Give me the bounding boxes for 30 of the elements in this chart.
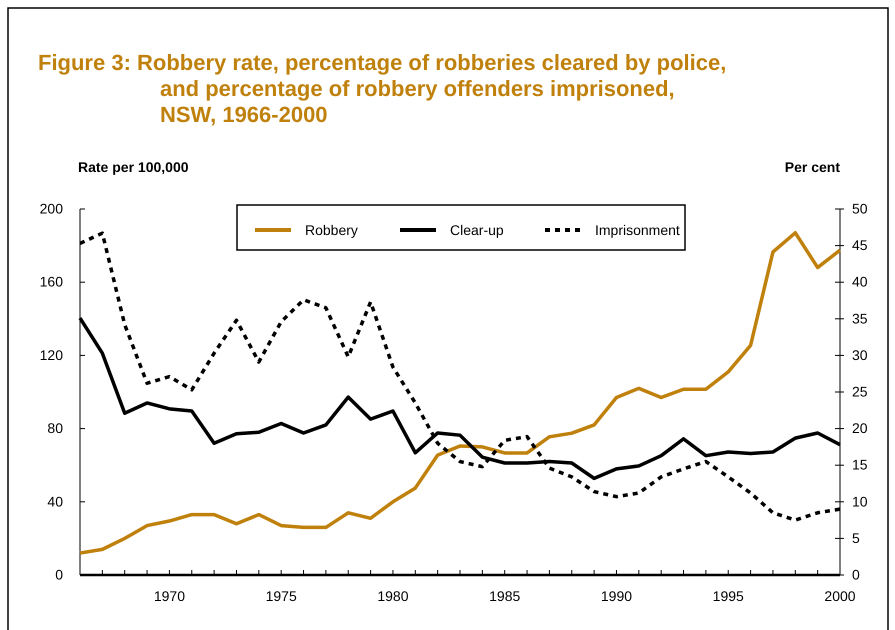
x-tick-label: 1990	[600, 588, 632, 604]
y2-tick-label: 20	[852, 420, 868, 436]
y2-tick-label: 35	[852, 310, 868, 326]
y2-tick-label: 40	[852, 274, 868, 290]
y-tick-label: 120	[40, 346, 64, 363]
y2-tick-label: 30	[852, 346, 868, 363]
legend-label: Clear-up	[450, 222, 504, 238]
y2-tick-label: 45	[852, 237, 868, 254]
legend-label: Robbery	[305, 222, 358, 238]
y-axis-title: Rate per 100,000	[78, 159, 189, 175]
y2-tick-label: 10	[852, 493, 868, 510]
y-tick-label: 200	[40, 200, 64, 216]
y-tick-label: 80	[47, 420, 64, 436]
y2-tick-label: 50	[852, 200, 868, 216]
y2-tick-label: 25	[852, 383, 868, 400]
x-tick-label: 1970	[154, 588, 186, 604]
chart-title: Figure 3: Robbery rate, percentage of robberies cleared by police, and percentage of robbery offenders imprisoned, NSW, 1966-2000	[38, 50, 726, 127]
legend-label: Imprisonment	[595, 222, 680, 238]
y-tick-label: 40	[47, 493, 64, 510]
y2-tick-label: 15	[852, 456, 868, 473]
x-tick-label: 1975	[266, 588, 297, 604]
y2-tick-label: 5	[852, 530, 860, 546]
x-tick-label: 1985	[489, 588, 520, 604]
y-tick-label: 0	[55, 566, 64, 582]
y2-axis-title: Per cent	[784, 159, 840, 175]
y-tick-label: 160	[40, 274, 64, 290]
x-tick-label: 2000	[824, 588, 856, 604]
x-tick-label: 1980	[377, 588, 409, 604]
y2-tick-label: 0	[852, 566, 860, 582]
x-tick-label: 1995	[712, 588, 744, 604]
